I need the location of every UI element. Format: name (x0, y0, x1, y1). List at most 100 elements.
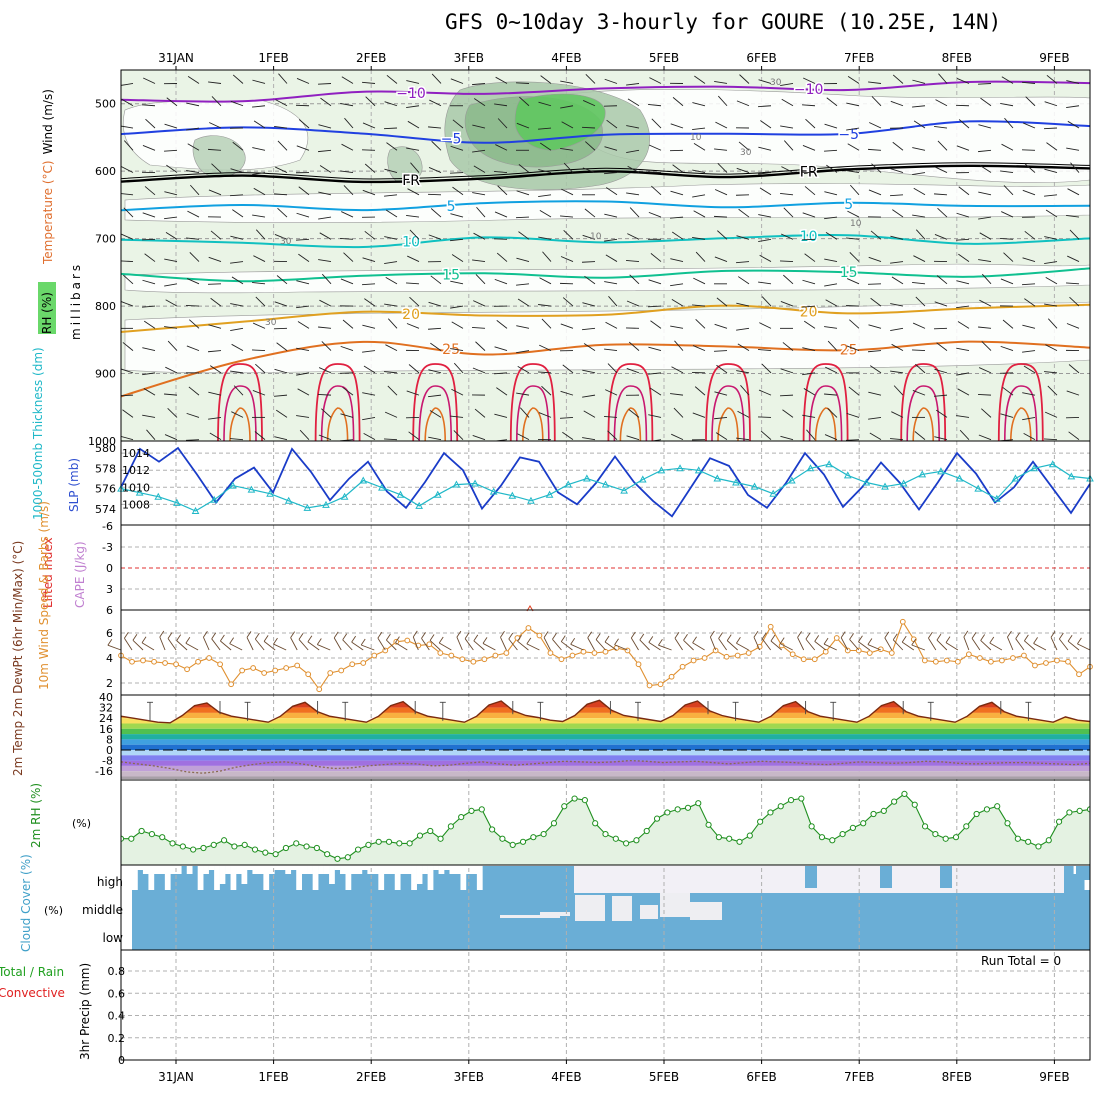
wind-barb (123, 274, 134, 285)
wind-barb (516, 325, 530, 329)
wind-barb (804, 253, 816, 262)
clear-high-cloud-cell (389, 866, 396, 874)
wind-barb (626, 149, 640, 153)
wind-barb (759, 187, 772, 196)
2m-rh-point (705, 821, 712, 828)
wind-barb (802, 414, 816, 418)
cape-marker (526, 605, 534, 612)
wind-barb (692, 169, 706, 173)
wind-barb (650, 253, 662, 262)
wind-speed-point (1021, 652, 1027, 659)
wind-barb (231, 276, 244, 285)
isotherm-label: FR (402, 173, 420, 189)
2m-rh-point (674, 806, 681, 813)
wind-barb (936, 275, 948, 285)
wind-barb (321, 408, 332, 418)
wind-barb (142, 144, 156, 151)
wind-barb-flag (107, 638, 113, 646)
wind-barb (738, 141, 750, 151)
wind-barb (406, 215, 420, 218)
clear-high-cloud-cell (400, 866, 407, 874)
wind-barb-flag (805, 632, 811, 640)
2m-rh-point (602, 830, 609, 838)
wind-barb (781, 166, 794, 173)
wind-barb (343, 185, 354, 196)
thickness-point (303, 503, 312, 511)
wind-barb (252, 79, 266, 84)
wind-barb (846, 412, 860, 418)
2m-rh-point (190, 846, 197, 853)
wind-barb (648, 346, 662, 352)
clear-high-cloud-cell (378, 866, 385, 890)
wind-barb (560, 80, 574, 84)
wind-barb (694, 386, 706, 396)
wind-barb (758, 79, 772, 84)
isotherm-label: 20 (402, 307, 420, 323)
thickness-point (135, 488, 144, 496)
wind-barb-flag (1007, 630, 1012, 638)
wind-barb-flag (351, 635, 357, 643)
wind-barb (318, 191, 332, 196)
2m-rh-point (138, 827, 145, 835)
mid-cloud-gap (612, 896, 632, 921)
slp-tick: 1012 (122, 464, 150, 477)
wind-barb (814, 641, 827, 651)
wind-barb (307, 641, 320, 651)
surface-isotherm-loop (619, 407, 642, 441)
wind-barb (912, 322, 926, 329)
wind-barb (319, 165, 332, 173)
wind-barb (716, 364, 728, 374)
wind-barb (273, 643, 287, 651)
wind-barb (761, 296, 772, 307)
wind-barb (714, 189, 728, 196)
wind-barb-flag (464, 632, 470, 639)
wind-speed-point (767, 623, 774, 630)
wind-barb (761, 638, 772, 651)
thickness-point (601, 480, 610, 488)
wind-barb (407, 120, 420, 129)
wind-barb-flag (429, 634, 435, 641)
wind-barb (496, 387, 508, 396)
wind-tick: 6 (106, 627, 113, 640)
wind-barb (584, 208, 596, 218)
wind-barb (362, 81, 376, 84)
wind-barb (912, 282, 926, 285)
wind-barb (758, 172, 772, 175)
wind-speed-point (470, 658, 477, 665)
wind-barb (736, 235, 750, 240)
high-cloud-cell (880, 866, 892, 888)
wind-barb (693, 210, 706, 218)
wind-speed-point (657, 681, 664, 688)
wind-barb (1043, 127, 1058, 130)
mid-cloud-gap (660, 893, 690, 917)
wind-barb (255, 296, 266, 307)
wind-barb (626, 125, 640, 129)
wind-speed-point (426, 641, 433, 648)
wind-barb (912, 172, 926, 176)
wind-barb-flag (736, 636, 741, 644)
wind-barb (428, 369, 442, 374)
wind-barb (671, 366, 684, 374)
temperature-band (121, 744, 1090, 750)
wind-barb (884, 637, 893, 651)
wind-barb (274, 436, 288, 441)
wind-barb (981, 341, 992, 351)
wind-barb-flag (911, 638, 917, 646)
wind-barb (806, 429, 816, 440)
wind-barb (1069, 296, 1080, 307)
wind-barb (230, 370, 244, 374)
wind-barb (164, 434, 178, 441)
wind-barb (849, 639, 860, 651)
wind-barb (692, 304, 706, 307)
2m-rh-point (458, 813, 465, 821)
wind-barb-flag (386, 633, 391, 641)
2m-rh-point (303, 843, 310, 850)
wind-barb (639, 639, 650, 651)
2m-rh-point (210, 841, 217, 849)
wind-barb-flag (124, 632, 129, 639)
thickness-point (1067, 472, 1076, 480)
wind-barb (186, 102, 200, 107)
temperature-band (121, 755, 1090, 761)
wind-barb (185, 642, 199, 651)
wind-barb (341, 211, 354, 218)
